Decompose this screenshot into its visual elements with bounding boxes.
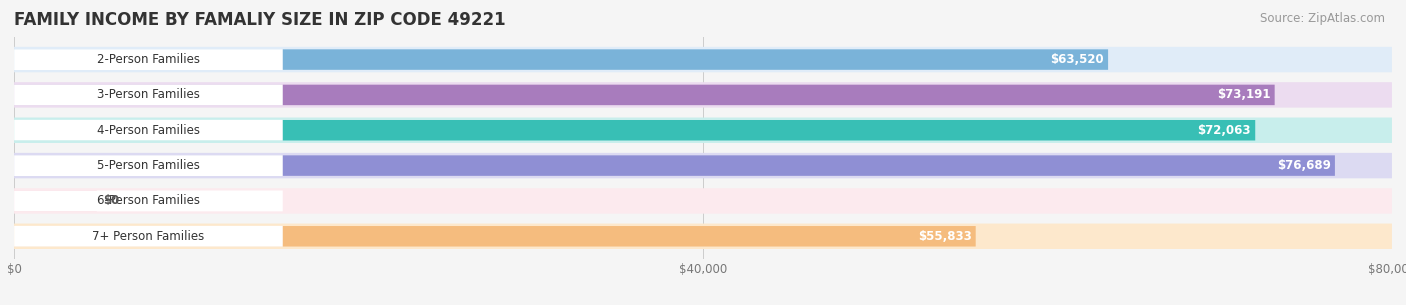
Text: $72,063: $72,063 <box>1198 124 1251 137</box>
FancyBboxPatch shape <box>14 191 97 211</box>
FancyBboxPatch shape <box>14 153 1392 178</box>
FancyBboxPatch shape <box>14 155 1334 176</box>
Text: $0: $0 <box>104 194 120 207</box>
FancyBboxPatch shape <box>14 49 1108 70</box>
FancyBboxPatch shape <box>14 117 1392 143</box>
Text: 6-Person Families: 6-Person Families <box>97 194 200 207</box>
FancyBboxPatch shape <box>14 226 283 247</box>
FancyBboxPatch shape <box>14 47 1392 72</box>
FancyBboxPatch shape <box>14 226 976 246</box>
Text: Source: ZipAtlas.com: Source: ZipAtlas.com <box>1260 12 1385 25</box>
FancyBboxPatch shape <box>14 85 1275 105</box>
FancyBboxPatch shape <box>14 84 283 105</box>
Text: 7+ Person Families: 7+ Person Families <box>93 230 204 243</box>
Text: FAMILY INCOME BY FAMALIY SIZE IN ZIP CODE 49221: FAMILY INCOME BY FAMALIY SIZE IN ZIP COD… <box>14 12 506 30</box>
Text: $55,833: $55,833 <box>918 230 972 243</box>
FancyBboxPatch shape <box>14 120 283 141</box>
Text: $73,191: $73,191 <box>1218 88 1271 102</box>
FancyBboxPatch shape <box>14 120 1256 141</box>
FancyBboxPatch shape <box>14 224 1392 249</box>
FancyBboxPatch shape <box>14 82 1392 108</box>
Text: 5-Person Families: 5-Person Families <box>97 159 200 172</box>
FancyBboxPatch shape <box>14 188 1392 214</box>
FancyBboxPatch shape <box>14 191 283 211</box>
Text: 4-Person Families: 4-Person Families <box>97 124 200 137</box>
Text: 3-Person Families: 3-Person Families <box>97 88 200 102</box>
FancyBboxPatch shape <box>14 155 283 176</box>
FancyBboxPatch shape <box>14 49 283 70</box>
Text: 2-Person Families: 2-Person Families <box>97 53 200 66</box>
Text: $76,689: $76,689 <box>1277 159 1331 172</box>
Text: $63,520: $63,520 <box>1050 53 1104 66</box>
